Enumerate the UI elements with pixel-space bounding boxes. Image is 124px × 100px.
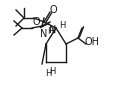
Text: H: H — [45, 70, 51, 78]
Text: OH: OH — [84, 37, 99, 47]
Text: H: H — [49, 68, 55, 76]
Text: H: H — [59, 22, 65, 30]
Text: O: O — [32, 17, 40, 27]
Text: N: N — [49, 25, 57, 35]
Text: N: N — [40, 29, 48, 39]
Text: O: O — [49, 5, 57, 15]
Text: H: H — [47, 28, 53, 36]
